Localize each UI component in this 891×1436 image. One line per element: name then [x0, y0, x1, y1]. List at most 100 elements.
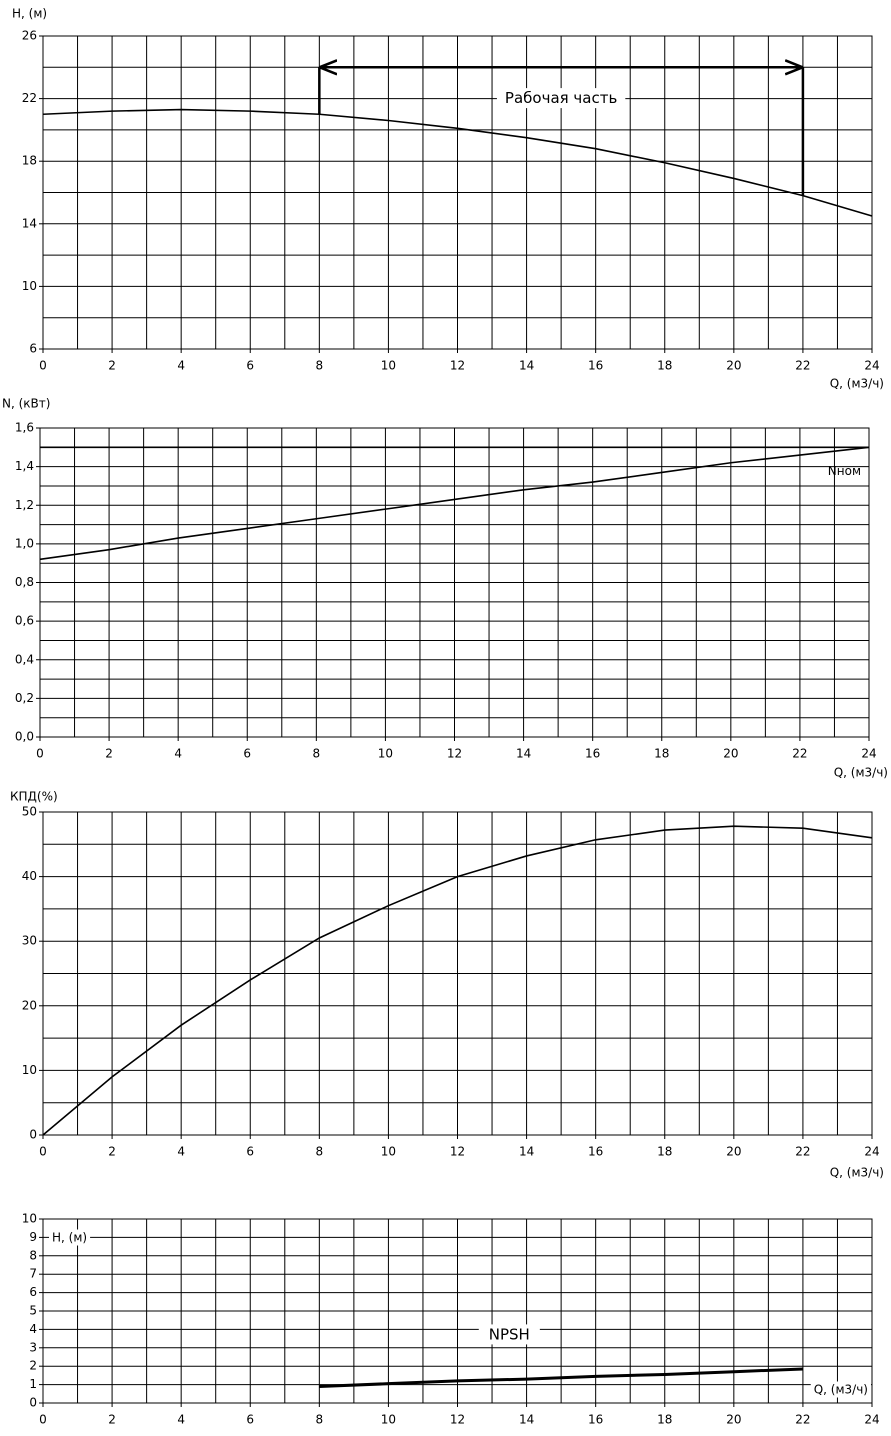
annotation-label-bg [496, 88, 626, 109]
x-tick-label: 18 [657, 1413, 672, 1427]
x-tick-label: 24 [864, 1413, 879, 1427]
x-tick-label: 24 [864, 359, 879, 373]
y-tick-label: 40 [22, 869, 37, 883]
x-axis-label: Q, (м3/ч) [814, 1383, 868, 1397]
y-tick-label: 10 [22, 279, 37, 293]
x-tick-label: 22 [792, 747, 807, 761]
y-tick-label: 5 [29, 1304, 37, 1318]
y-tick-label: 1,0 [15, 536, 34, 550]
series-label-bg [478, 1324, 540, 1345]
x-tick-label: 10 [378, 747, 393, 761]
x-tick-label: 18 [654, 747, 669, 761]
x-tick-label: 24 [861, 747, 876, 761]
x-tick-label: 0 [36, 747, 44, 761]
y-tick-label: 10 [22, 1212, 37, 1226]
x-tick-label: 16 [585, 747, 600, 761]
y-tick-label: 1 [29, 1377, 37, 1391]
y-tick-label: 14 [22, 216, 37, 230]
x-tick-label: 2 [108, 359, 116, 373]
x-tick-label: 6 [246, 1145, 254, 1159]
x-tick-label: 2 [108, 1145, 116, 1159]
series-label: NPSH [489, 1325, 530, 1343]
x-tick-label: 4 [177, 359, 185, 373]
x-tick-label: 8 [316, 1413, 324, 1427]
plot-frame [42, 35, 873, 350]
curve [319, 1367, 803, 1388]
y-tick-label: 0,0 [15, 730, 34, 744]
x-tick-label: 2 [105, 747, 113, 761]
x-tick-label: 20 [726, 1145, 741, 1159]
y-tick-label: 18 [22, 154, 37, 168]
x-tick-label: 8 [316, 1145, 324, 1159]
annotation-label: Рабочая часть [505, 89, 617, 107]
y-tick-label: 3 [29, 1340, 37, 1354]
y-tick-label: 6 [29, 1285, 37, 1299]
y-axis-label: N, (кВт) [2, 397, 50, 411]
y-tick-label: 0 [29, 1128, 37, 1142]
y-tick-label: 8 [29, 1248, 37, 1262]
y-tick-label: 0,2 [15, 691, 34, 705]
x-tick-label: 10 [381, 1145, 396, 1159]
y-tick-label: 26 [22, 29, 37, 43]
x-tick-label: 22 [795, 1413, 810, 1427]
x-axis-label: Q, (м3/ч) [830, 377, 884, 391]
y-tick-label: 22 [22, 91, 37, 105]
y-axis-label: КПД(%) [10, 790, 58, 804]
curve [42, 825, 873, 1136]
x-tick-label: 4 [177, 1413, 185, 1427]
y-tick-label: 1,2 [15, 498, 34, 512]
y-axis-label: H, (м) [52, 1231, 87, 1245]
y-tick-label: 2 [29, 1359, 37, 1373]
y-tick-label: 30 [22, 934, 37, 948]
y-axis-label-bg [49, 1229, 91, 1246]
reference-label: Nном [828, 464, 861, 478]
x-axis-label: Q, (м3/ч) [834, 766, 888, 780]
y-tick-label: 0,6 [15, 614, 34, 628]
y-tick-label: 10 [22, 1063, 37, 1077]
y-tick-label: 4 [29, 1322, 37, 1336]
x-tick-label: 12 [450, 1145, 465, 1159]
x-tick-label: 18 [657, 1145, 672, 1159]
x-tick-label: 22 [795, 359, 810, 373]
x-tick-label: 20 [726, 1413, 741, 1427]
x-tick-label: 4 [174, 747, 182, 761]
plot-frame [42, 1218, 873, 1404]
x-tick-label: 16 [588, 1145, 603, 1159]
y-tick-label: 20 [22, 998, 37, 1012]
x-tick-label: 12 [450, 1413, 465, 1427]
x-tick-label: 14 [519, 1413, 534, 1427]
x-tick-label: 14 [519, 359, 534, 373]
y-tick-label: 6 [29, 342, 37, 356]
plot-frame [39, 427, 870, 738]
x-tick-label: 10 [381, 1413, 396, 1427]
x-axis-label-bg [810, 1381, 871, 1398]
y-tick-label: 9 [29, 1230, 37, 1244]
x-tick-label: 20 [726, 359, 741, 373]
x-tick-label: 8 [316, 359, 324, 373]
x-tick-label: 6 [246, 1413, 254, 1427]
x-tick-label: 0 [39, 1413, 47, 1427]
x-tick-label: 18 [657, 359, 672, 373]
x-tick-label: 6 [246, 359, 254, 373]
plot-frame [42, 811, 873, 1136]
y-tick-label: 7 [29, 1267, 37, 1281]
x-tick-label: 12 [447, 747, 462, 761]
x-tick-label: 14 [516, 747, 531, 761]
x-tick-label: 6 [243, 747, 251, 761]
y-tick-label: 50 [22, 805, 37, 819]
x-tick-label: 24 [864, 1145, 879, 1159]
x-tick-label: 4 [177, 1145, 185, 1159]
y-tick-label: 1,4 [15, 459, 34, 473]
y-tick-label: 0,4 [15, 652, 34, 666]
x-tick-label: 16 [588, 359, 603, 373]
x-axis-label: Q, (м3/ч) [830, 1166, 884, 1180]
x-tick-label: 22 [795, 1145, 810, 1159]
y-tick-label: 1,6 [15, 421, 34, 435]
curve [42, 108, 873, 217]
x-tick-label: 20 [723, 747, 738, 761]
y-tick-label: 0,8 [15, 575, 34, 589]
curve [39, 446, 870, 561]
x-tick-label: 0 [39, 1145, 47, 1159]
y-tick-label: 0 [29, 1396, 37, 1410]
